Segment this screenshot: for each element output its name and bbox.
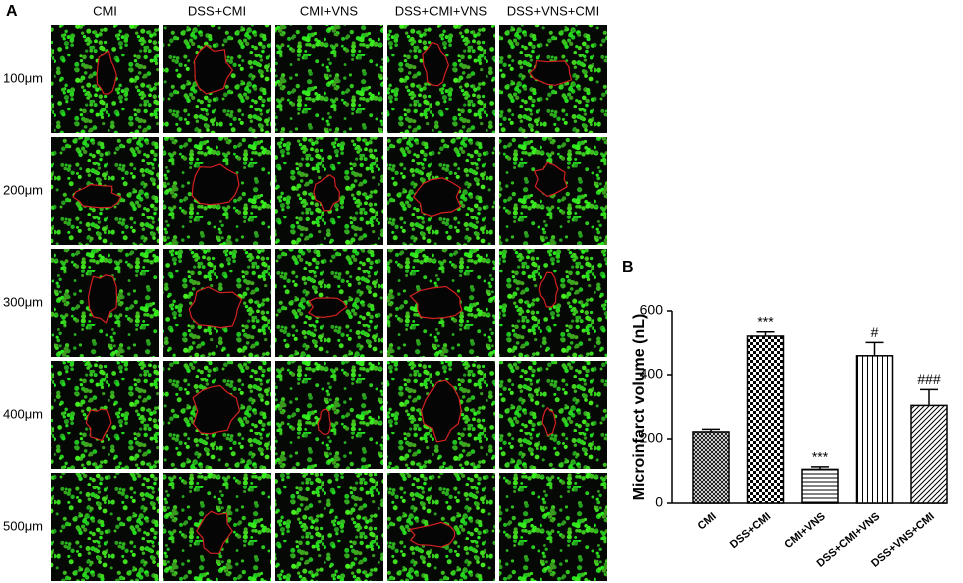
x-tick-label: CMI bbox=[696, 510, 719, 532]
significance-mark: *** bbox=[757, 314, 774, 330]
row-label: 200μm bbox=[3, 182, 43, 197]
lesion-outline bbox=[412, 177, 462, 217]
lesion-outline bbox=[422, 41, 450, 87]
row-label: 400μm bbox=[3, 406, 43, 421]
y-axis-label: Microinfarct volume (nL) bbox=[631, 314, 648, 501]
lesion-outline bbox=[313, 174, 340, 212]
column-header: DSS+CMI+VNS bbox=[395, 3, 488, 18]
row-label: 300μm bbox=[3, 294, 43, 309]
lesion-outline bbox=[191, 163, 240, 206]
lesion-outline bbox=[193, 44, 234, 95]
significance-mark: # bbox=[871, 324, 879, 340]
x-tick-label: DSS+CMI bbox=[728, 510, 773, 551]
lesion-outline bbox=[96, 50, 117, 95]
bar bbox=[910, 404, 948, 504]
column-header: DSS+CMI bbox=[188, 3, 246, 18]
panel-label: B bbox=[622, 259, 634, 276]
lesion-outline bbox=[538, 271, 559, 308]
column-header: DSS+VNS+CMI bbox=[507, 3, 599, 18]
micrograph bbox=[275, 25, 383, 133]
bar bbox=[855, 355, 894, 504]
y-tick-label: 0 bbox=[655, 494, 663, 510]
lesion-outline bbox=[196, 510, 233, 554]
row-label: 500μm bbox=[3, 518, 43, 533]
y-tick-label: 400 bbox=[640, 366, 664, 382]
lesion-outline bbox=[317, 408, 331, 435]
y-tick-label: 200 bbox=[640, 430, 664, 446]
lesion-outline bbox=[541, 406, 557, 437]
panel-label: A bbox=[6, 3, 18, 20]
micrograph bbox=[51, 473, 159, 581]
bar bbox=[692, 431, 730, 504]
lesion-outline bbox=[529, 59, 573, 86]
lesion-outline bbox=[188, 286, 243, 329]
y-tick-label: 600 bbox=[640, 302, 664, 318]
bar bbox=[801, 468, 839, 504]
bar bbox=[746, 335, 785, 504]
significance-mark: *** bbox=[812, 449, 829, 465]
row-label: 100μm bbox=[3, 70, 43, 85]
lesion-outline bbox=[408, 521, 456, 548]
lesion-outline bbox=[420, 379, 462, 443]
lesion-outline bbox=[307, 297, 348, 319]
lesion-outline bbox=[72, 183, 122, 209]
significance-mark: ### bbox=[917, 371, 941, 387]
micrograph bbox=[275, 473, 383, 581]
lesion-outline bbox=[533, 161, 568, 198]
column-header: CMI bbox=[93, 3, 117, 18]
lesion-outline bbox=[192, 384, 241, 435]
micrograph bbox=[499, 473, 607, 581]
column-header: CMI+VNS bbox=[300, 3, 358, 18]
lesion-outline bbox=[85, 408, 112, 442]
lesion-outline bbox=[409, 285, 463, 320]
lesion-outline bbox=[87, 274, 118, 324]
x-tick-label: CMI+VNS bbox=[782, 510, 827, 551]
